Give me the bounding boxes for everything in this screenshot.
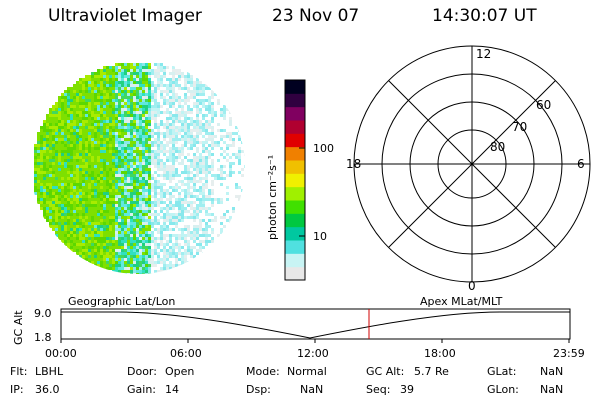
flt-value: LBHL	[35, 365, 64, 378]
footprint-x-ticks	[60, 339, 570, 343]
colorbar	[285, 80, 305, 281]
door-label: Door:	[127, 365, 157, 378]
colorbar-segment	[285, 93, 305, 108]
dsp-value: NaN	[300, 383, 324, 396]
instrument-title: Ultraviolet Imager	[48, 6, 202, 26]
glat-value: NaN	[540, 365, 564, 378]
colorbar-segment	[285, 133, 305, 148]
colorbar-segment	[285, 186, 305, 201]
mlt-label-0: 0	[468, 279, 476, 293]
colorbar-tick-label-100: 100	[313, 142, 334, 155]
colorbar-tick-label-10: 10	[313, 230, 327, 243]
colorbar-segment	[285, 200, 305, 214]
colorbar-axis-label: photon cm⁻²s⁻¹	[266, 155, 279, 240]
footprint-frame	[60, 308, 571, 340]
colorbar-segment	[285, 213, 305, 228]
altitude-curve	[61, 311, 570, 339]
footprint-y-tick-1.8: 1.8	[34, 331, 52, 344]
colorbar-segment	[285, 80, 305, 94]
colorbar-segment	[285, 106, 305, 121]
colorbar-segment	[285, 226, 305, 241]
mlat-label-80: 80	[490, 140, 505, 154]
footprint-left-label: Geographic Lat/Lon	[68, 295, 175, 308]
x-tick-0000: 00:00	[45, 347, 77, 360]
mlat-label-60: 60	[536, 98, 551, 112]
ip-label: IP:	[10, 383, 24, 396]
glon-label: GLon:	[487, 383, 519, 396]
gc-alt-value: 5.7 Re	[414, 365, 449, 378]
mlt-label-18: 18	[346, 157, 361, 171]
x-tick-1800: 18:00	[424, 347, 456, 360]
mlt-label-12: 12	[476, 47, 491, 61]
glon-value: NaN	[540, 383, 564, 396]
colorbar-segment	[285, 160, 305, 174]
colorbar-segment	[285, 146, 305, 161]
seq-label: Seq:	[366, 383, 391, 396]
mlat-label-70: 70	[512, 120, 527, 134]
gain-label: Gain:	[127, 383, 156, 396]
colorbar-segment	[285, 173, 305, 188]
colorbar-segment	[285, 253, 305, 268]
observation-time: 14:30:07 UT	[432, 6, 537, 26]
colorbar-segment	[285, 120, 305, 134]
footprint-right-label: Apex MLat/MLT	[420, 295, 503, 308]
flt-label: Flt:	[10, 365, 28, 378]
dsp-label: Dsp:	[246, 383, 271, 396]
gain-value: 14	[165, 383, 179, 396]
polar-diagonal-2	[388, 80, 556, 248]
door-value: Open	[165, 365, 195, 378]
colorbar-segment	[285, 266, 305, 281]
ip-value: 36.0	[35, 383, 60, 396]
polar-grid	[353, 45, 591, 283]
x-tick-1200: 12:00	[297, 347, 329, 360]
seq-value: 39	[400, 383, 414, 396]
colorbar-frame	[284, 79, 306, 281]
x-tick-2359: 23:59	[553, 347, 585, 360]
glat-label: GLat:	[487, 365, 517, 378]
footprint-y-tick-9: 9.0	[34, 307, 52, 320]
mlt-label-6: 6	[577, 157, 585, 171]
footprint-y-axis-label: GC Alt	[12, 310, 25, 345]
x-tick-0600: 06:00	[170, 347, 202, 360]
mode-label: Mode:	[246, 365, 280, 378]
observation-date: 23 Nov 07	[272, 6, 360, 26]
auroral-image-disk	[34, 63, 245, 274]
colorbar-segment	[285, 240, 305, 254]
gc-alt-label: GC Alt:	[366, 365, 405, 378]
mode-value: Normal	[287, 365, 327, 378]
